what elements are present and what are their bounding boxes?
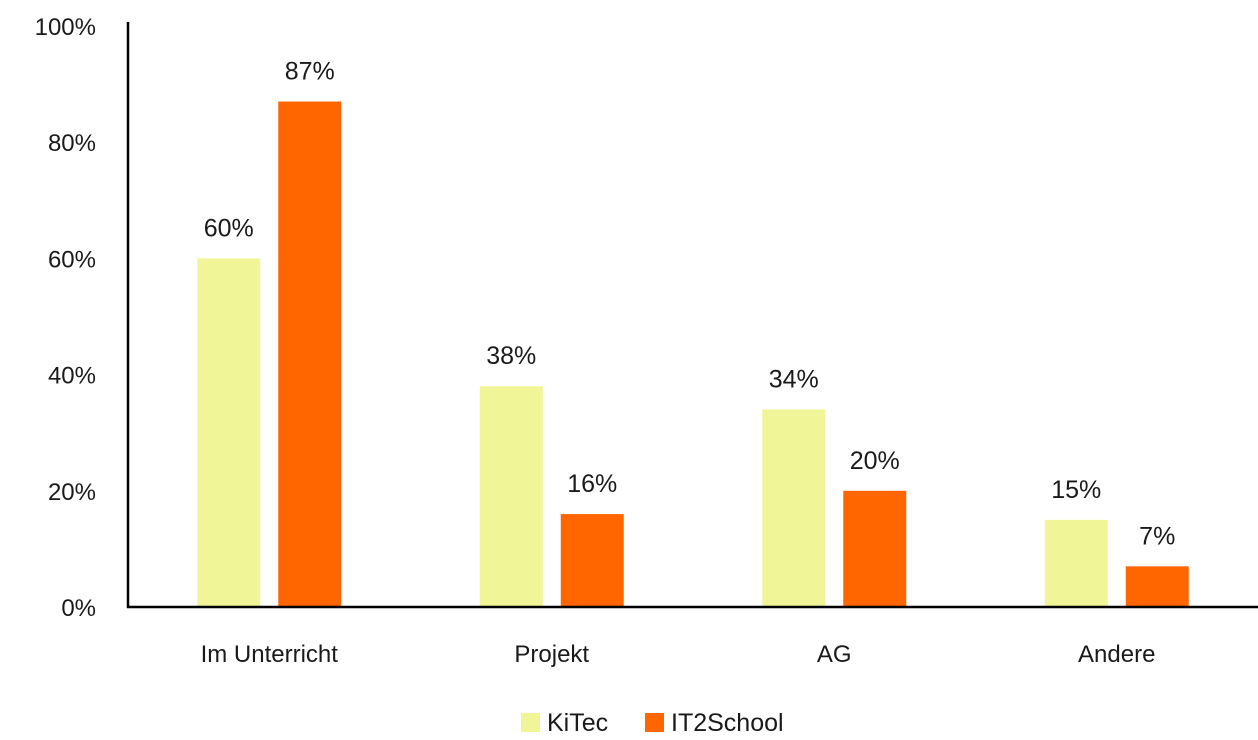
category-label: Projekt: [514, 641, 589, 668]
bar-it2school-1: [278, 101, 342, 607]
bar-it2school-4: [1125, 566, 1189, 607]
category-label: Andere: [1078, 641, 1155, 668]
bar-kitec-3: [762, 409, 826, 607]
bar-kitec-2: [479, 386, 543, 607]
bar-it2school-2: [560, 514, 624, 607]
data-label-kitec-3: 34%: [769, 365, 819, 393]
data-label-kitec-2: 38%: [486, 342, 536, 370]
bars: [197, 101, 1189, 607]
legend: KiTec IT2School: [521, 709, 784, 737]
data-label-it2school-4: 7%: [1139, 522, 1175, 550]
y-tick-label: 0%: [61, 595, 96, 622]
category-label: AG: [817, 641, 852, 668]
y-tick-label: 60%: [48, 246, 96, 273]
y-tick-label: 40%: [48, 363, 96, 390]
axes: [126, 22, 1258, 609]
data-label-it2school-2: 16%: [567, 470, 617, 498]
category-label: Im Unterricht: [201, 641, 339, 668]
data-label-kitec-4: 15%: [1051, 476, 1101, 504]
bar-it2school-3: [843, 490, 907, 607]
y-tick-label: 80%: [48, 130, 96, 157]
legend-label-kitec: KiTec: [547, 709, 608, 735]
bar-kitec-4: [1044, 519, 1108, 607]
data-labels: 60% 87% 38% 16% 34% 20% 15% 7%: [204, 58, 1176, 551]
y-tick-label: 20%: [48, 479, 96, 506]
y-axis-ticks: 0% 20% 40% 60% 80% 100%: [35, 14, 96, 622]
legend-swatch-it2school: [645, 713, 664, 732]
x-axis-category-labels: Im Unterricht Projekt AG Andere: [201, 641, 1156, 668]
data-label-it2school-1: 87%: [285, 58, 335, 86]
y-tick-label: 100%: [35, 14, 96, 41]
bar-kitec-1: [197, 258, 261, 607]
data-label-kitec-1: 60%: [204, 214, 254, 242]
legend-swatch-kitec: [521, 713, 540, 732]
legend-label-it2school: IT2School: [671, 709, 784, 735]
data-label-it2school-3: 20%: [850, 447, 900, 475]
